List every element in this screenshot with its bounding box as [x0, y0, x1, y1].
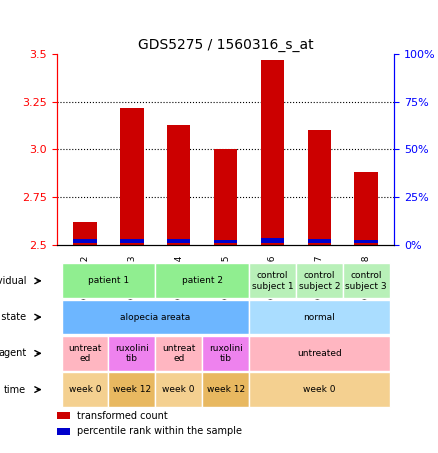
Bar [167, 125, 191, 245]
Bar [261, 60, 284, 245]
Text: ruxolini
tib: ruxolini tib [208, 344, 243, 363]
Bar [120, 108, 144, 245]
FancyBboxPatch shape [109, 336, 155, 371]
Text: untreated: untreated [297, 349, 342, 358]
FancyBboxPatch shape [62, 264, 155, 298]
Text: individual: individual [0, 276, 26, 286]
Text: normal: normal [304, 313, 335, 322]
Bar [261, 238, 284, 243]
Bar [214, 149, 237, 245]
Bar [57, 412, 71, 419]
FancyBboxPatch shape [249, 372, 389, 407]
Text: week 12: week 12 [206, 385, 245, 394]
Text: control
subject 1: control subject 1 [251, 271, 293, 290]
FancyBboxPatch shape [62, 372, 109, 407]
Text: week 12: week 12 [113, 385, 151, 394]
Bar [120, 239, 144, 243]
Text: alopecia areata: alopecia areata [120, 313, 191, 322]
Bar [307, 130, 331, 245]
Text: control
subject 2: control subject 2 [299, 271, 340, 290]
FancyBboxPatch shape [155, 336, 202, 371]
FancyBboxPatch shape [249, 336, 389, 371]
Text: control
subject 3: control subject 3 [345, 271, 387, 290]
Bar [307, 239, 331, 243]
Text: patient 1: patient 1 [88, 276, 129, 285]
Title: GDS5275 / 1560316_s_at: GDS5275 / 1560316_s_at [138, 38, 313, 52]
Bar [214, 240, 237, 243]
Text: week 0: week 0 [303, 385, 336, 394]
FancyBboxPatch shape [343, 264, 389, 298]
FancyBboxPatch shape [155, 264, 249, 298]
FancyBboxPatch shape [109, 372, 155, 407]
Text: agent: agent [0, 348, 26, 358]
FancyBboxPatch shape [202, 372, 249, 407]
Text: time: time [4, 385, 26, 395]
Bar [73, 222, 97, 245]
FancyBboxPatch shape [62, 300, 249, 334]
Bar [354, 240, 378, 243]
Text: patient 2: patient 2 [182, 276, 223, 285]
Text: disease state: disease state [0, 312, 26, 322]
Text: transformed count: transformed count [77, 410, 168, 421]
FancyBboxPatch shape [249, 300, 389, 334]
FancyBboxPatch shape [202, 336, 249, 371]
Bar [354, 172, 378, 245]
FancyBboxPatch shape [296, 264, 343, 298]
FancyBboxPatch shape [62, 336, 109, 371]
Text: untreat
ed: untreat ed [68, 344, 102, 363]
Text: ruxolini
tib: ruxolini tib [115, 344, 149, 363]
Bar [167, 239, 191, 243]
FancyBboxPatch shape [249, 264, 296, 298]
Text: percentile rank within the sample: percentile rank within the sample [77, 426, 242, 437]
Text: week 0: week 0 [69, 385, 101, 394]
Bar [57, 429, 71, 435]
Text: week 0: week 0 [162, 385, 195, 394]
Bar [73, 239, 97, 243]
FancyBboxPatch shape [155, 372, 202, 407]
Text: untreat
ed: untreat ed [162, 344, 195, 363]
